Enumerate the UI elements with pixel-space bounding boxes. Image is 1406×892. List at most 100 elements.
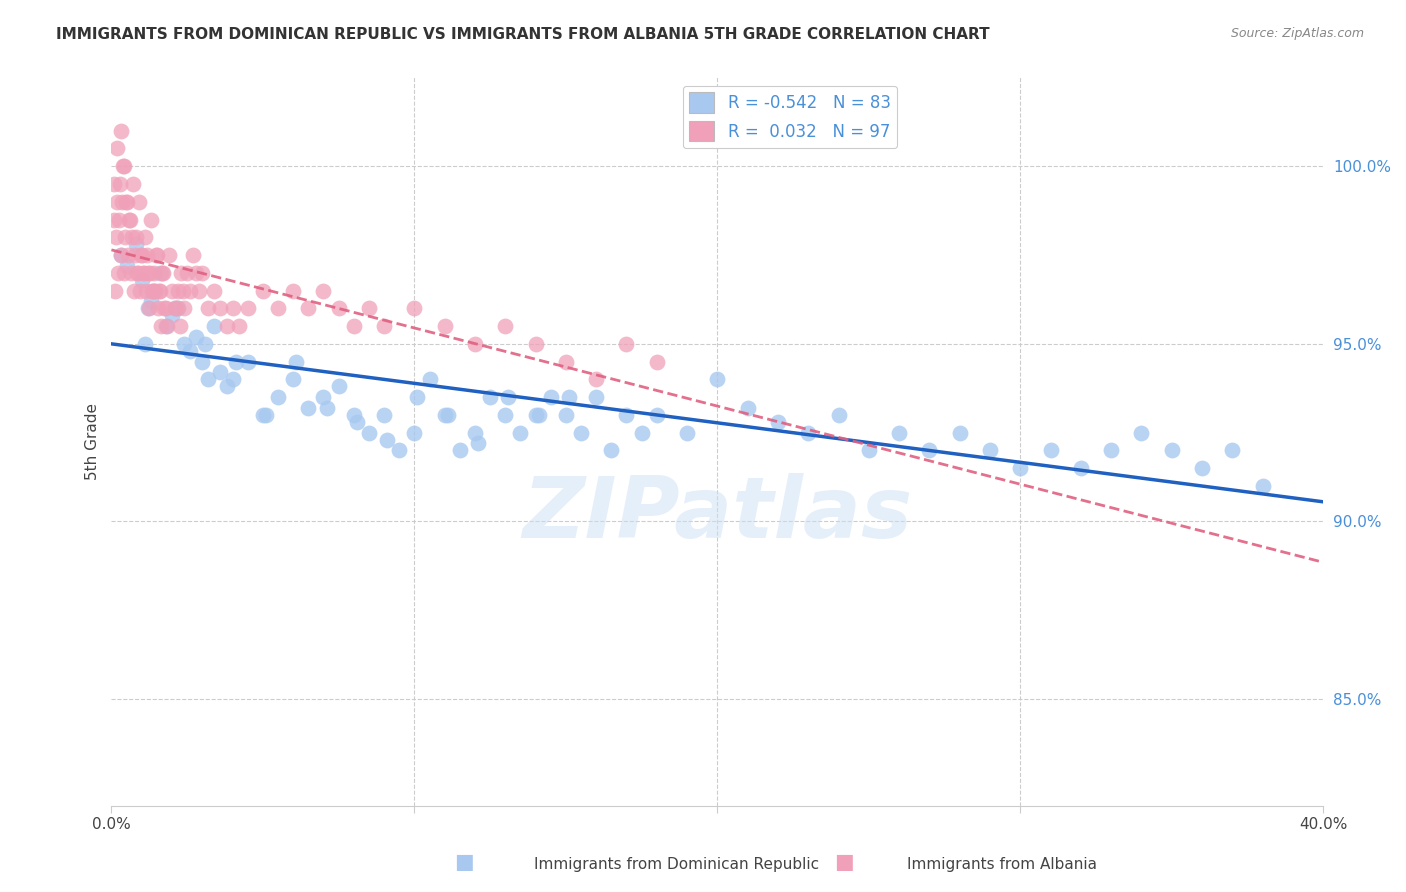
Point <box>1251 479 1274 493</box>
Point <box>146 248 169 262</box>
Point <box>112 159 135 173</box>
Point <box>979 443 1001 458</box>
Point <box>524 408 547 422</box>
Point <box>267 301 290 316</box>
Text: IMMIGRANTS FROM DOMINICAN REPUBLIC VS IMMIGRANTS FROM ALBANIA 5TH GRADE CORRELAT: IMMIGRANTS FROM DOMINICAN REPUBLIC VS IM… <box>56 27 990 42</box>
Point <box>285 354 308 368</box>
Point <box>346 415 368 429</box>
Point <box>204 284 226 298</box>
Point <box>124 237 146 252</box>
Point <box>1160 443 1182 458</box>
Point <box>145 248 167 262</box>
Point <box>406 390 429 404</box>
Point <box>104 284 127 298</box>
Point <box>558 390 581 404</box>
Point <box>228 319 250 334</box>
Point <box>797 425 820 440</box>
Point <box>297 301 319 316</box>
Point <box>127 266 149 280</box>
Point <box>267 390 290 404</box>
Point <box>479 390 502 404</box>
Point <box>436 408 458 422</box>
Point <box>129 284 152 298</box>
Point <box>312 390 335 404</box>
Point <box>433 408 456 422</box>
Point <box>108 177 131 191</box>
Point <box>357 425 380 440</box>
Point <box>254 408 277 422</box>
Point <box>111 194 134 209</box>
Point <box>645 354 668 368</box>
Point <box>179 284 201 298</box>
Point <box>136 301 159 316</box>
Point <box>283 284 305 298</box>
Point <box>204 319 226 334</box>
Point <box>114 230 136 244</box>
Point <box>142 284 165 298</box>
Point <box>103 177 125 191</box>
Text: ■: ■ <box>454 853 474 872</box>
Point <box>181 248 204 262</box>
Point <box>1130 425 1153 440</box>
Point <box>122 284 145 298</box>
Point <box>179 343 201 358</box>
Point <box>357 301 380 316</box>
Point <box>194 336 217 351</box>
Point <box>404 425 426 440</box>
Point <box>139 294 162 309</box>
Point <box>121 177 143 191</box>
Point <box>569 425 592 440</box>
Point <box>645 408 668 422</box>
Point <box>111 159 134 173</box>
Point <box>373 408 395 422</box>
Point <box>315 401 337 415</box>
Point <box>630 425 652 440</box>
Point <box>115 194 138 209</box>
Point <box>135 284 157 298</box>
Point <box>139 212 162 227</box>
Point <box>373 319 395 334</box>
Point <box>221 372 243 386</box>
Point <box>1010 461 1032 475</box>
Point <box>676 425 699 440</box>
Point <box>449 443 471 458</box>
Point <box>527 408 550 422</box>
Point <box>139 266 162 280</box>
Point <box>1222 443 1244 458</box>
Point <box>136 266 159 280</box>
Point <box>107 141 129 155</box>
Point <box>540 390 562 404</box>
Point <box>121 230 143 244</box>
Point <box>176 266 198 280</box>
Point <box>107 266 129 280</box>
Point <box>585 390 607 404</box>
Point <box>172 284 194 298</box>
Point <box>128 194 150 209</box>
Point <box>152 266 174 280</box>
Point <box>170 266 193 280</box>
Point <box>138 301 160 316</box>
Point <box>166 301 188 316</box>
Text: Immigrants from Dominican Republic: Immigrants from Dominican Republic <box>534 857 820 872</box>
Point <box>494 319 516 334</box>
Point <box>343 319 366 334</box>
Point <box>110 124 132 138</box>
Point <box>117 248 139 262</box>
Point <box>148 301 170 316</box>
Point <box>236 354 259 368</box>
Point <box>118 212 141 227</box>
Point <box>343 408 366 422</box>
Point <box>127 266 149 280</box>
Point <box>173 301 195 316</box>
Point <box>433 319 456 334</box>
Point <box>297 401 319 415</box>
Point <box>115 259 138 273</box>
Point <box>464 336 486 351</box>
Point <box>706 372 728 386</box>
Point <box>197 301 219 316</box>
Point <box>131 273 153 287</box>
Point <box>110 248 132 262</box>
Point <box>163 301 186 316</box>
Point <box>186 266 208 280</box>
Point <box>150 266 173 280</box>
